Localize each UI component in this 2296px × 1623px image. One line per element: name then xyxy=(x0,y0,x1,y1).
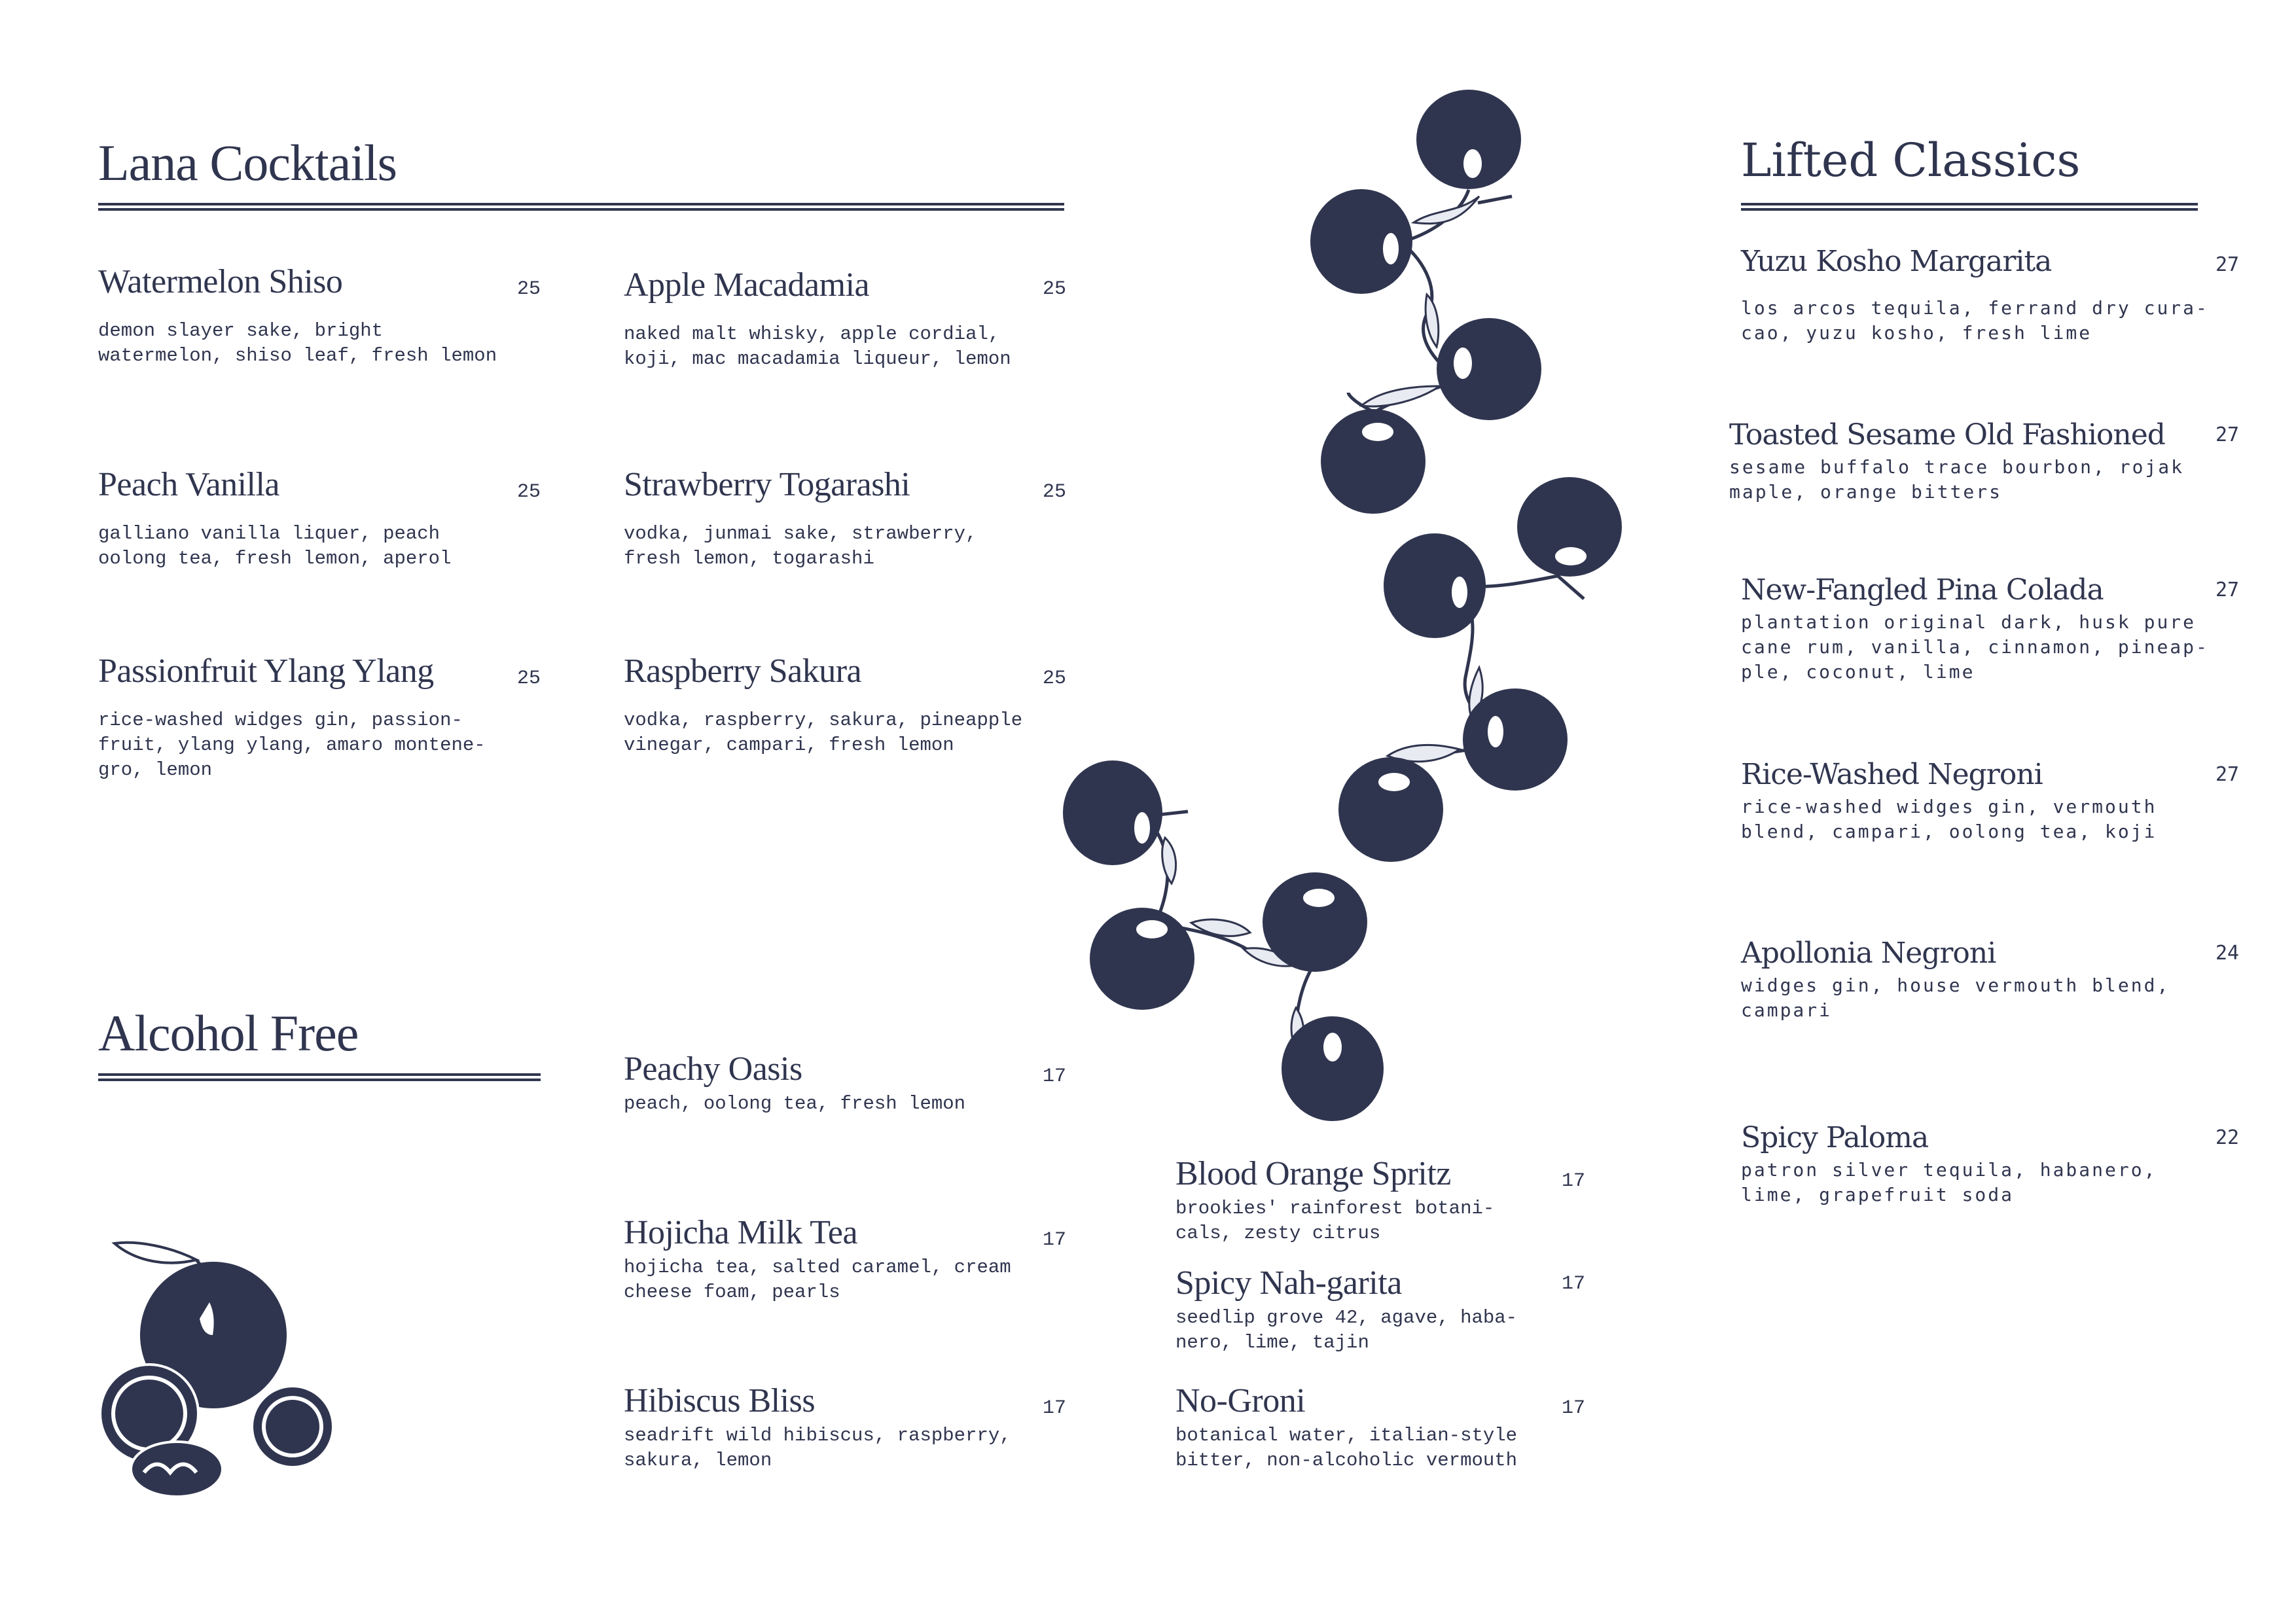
menu-item: Yuzu Kosho Margarita los arcos tequila, f… xyxy=(1741,247,2209,346)
menu-item-name: Peachy Oasis xyxy=(624,1050,802,1088)
menu-item-price: 25 xyxy=(517,668,541,690)
menu-item-name: Yuzu Kosho Margarita xyxy=(1741,245,2052,278)
menu-item-price: 22 xyxy=(2215,1126,2240,1149)
menu-item-price: 17 xyxy=(1562,1273,1586,1295)
menu-item: Spicy Paloma patron silver tequila, haban… xyxy=(1741,1124,2157,1207)
menu-item-description: seedlip grove 42, agave, haba- nero, lim… xyxy=(1175,1307,1518,1353)
menu-item-price: 27 xyxy=(2215,253,2240,276)
menu-item: Peach Vanilla galliano vanilla liquer, pe… xyxy=(98,468,452,571)
orange-slice-icon xyxy=(99,1363,334,1498)
plum-highlight-icon xyxy=(1134,149,1587,1061)
menu-item: No-Groni botanical water, italian-style b… xyxy=(1175,1384,1517,1473)
menu-item-description: botanical water, italian-style bitter, n… xyxy=(1175,1425,1518,1471)
menu-item-description: demon slayer sake, bright watermelon, sh… xyxy=(98,320,497,366)
menu-item-price: 27 xyxy=(2215,763,2240,786)
menu-item-name: New-Fangled Pina Colada xyxy=(1741,573,2104,607)
menu-item: Apollonia Negroni widges gin, house vermo… xyxy=(1741,939,2170,1023)
menu-item-description: los arcos tequila, ferrand dry cura- cao… xyxy=(1741,297,2209,344)
menu-item-description: hojicha tea, salted caramel, cream chees… xyxy=(624,1257,1011,1303)
menu-item-price: 25 xyxy=(1043,278,1067,300)
menu-item-description: vodka, raspberry, sakura, pineapple vine… xyxy=(624,709,1023,756)
menu-item-name: Passionfruit Ylang Ylang xyxy=(98,652,434,690)
menu-item-price: 17 xyxy=(1043,1065,1067,1088)
section-title-lana-cocktails: Lana Cocktails xyxy=(98,134,397,191)
menu-item: Rice-Washed Negroni rice-washed widges gi… xyxy=(1741,760,2157,844)
menu-item: Toasted Sesame Old Fashioned sesame buffa… xyxy=(1729,421,2184,505)
menu-item-price: 25 xyxy=(517,481,541,503)
menu-item: Blood Orange Spritz brookies' rainforest … xyxy=(1175,1157,1494,1246)
menu-item-name: Apollonia Negroni xyxy=(1741,936,1996,970)
menu-item-price: 17 xyxy=(1562,1170,1586,1192)
menu-item-name: Apple Macadamia xyxy=(624,266,870,304)
menu-item: Peachy Oasis peach, oolong tea, fresh lem… xyxy=(624,1052,965,1116)
title-divider xyxy=(98,1073,541,1081)
menu-item-name: Watermelon Shiso xyxy=(98,263,343,300)
section-title-alcohol-free: Alcohol Free xyxy=(98,1005,359,1061)
menu-item-name: Peach Vanilla xyxy=(98,466,280,503)
menu-item: Strawberry Togarashi vodka, junmai sake, … xyxy=(624,468,977,571)
menu-item-description: patron silver tequila, habanero, lime, g… xyxy=(1741,1159,2157,1205)
menu-item-price: 17 xyxy=(1562,1397,1586,1419)
menu-item-name: Spicy Nah-garita xyxy=(1175,1264,1402,1302)
section-title-lifted-classics: Lifted Classics xyxy=(1741,134,2081,187)
menu-item: Passionfruit Ylang Ylang rice-washed widg… xyxy=(98,654,486,783)
menu-item-name: Hibiscus Bliss xyxy=(624,1382,816,1419)
menu-item-price: 27 xyxy=(2215,423,2240,446)
menu-item-name: Strawberry Togarashi xyxy=(624,466,910,503)
menu-item: Hojicha Milk Tea hojicha tea, salted cara… xyxy=(624,1216,1011,1305)
menu-item-name: Rice-Washed Negroni xyxy=(1741,758,2043,791)
menu-item-description: widges gin, house vermouth blend, campar… xyxy=(1741,974,2170,1021)
menu-item-description: vodka, junmai sake, strawberry, fresh le… xyxy=(624,523,977,569)
menu-item-price: 27 xyxy=(2215,579,2240,601)
menu-item-description: peach, oolong tea, fresh lemon xyxy=(624,1093,966,1115)
menu-item-description: plantation original dark, husk pure cane… xyxy=(1741,611,2209,683)
menu-item-name: No-Groni xyxy=(1175,1382,1306,1419)
menu-item-description: brookies' rainforest botani- cals, zesty… xyxy=(1175,1198,1495,1244)
menu-item: Watermelon Shiso demon slayer sake, brigh… xyxy=(98,265,497,368)
menu-item: New-Fangled Pina Colada plantation origin… xyxy=(1741,576,2209,685)
menu-item: Apple Macadamia naked malt whisky, apple … xyxy=(624,268,1011,372)
menu-item: Spicy Nah-garita seedlip grove 42, agave,… xyxy=(1175,1266,1517,1355)
menu-item-description: rice-washed widges gin, passion- fruit, … xyxy=(98,709,486,781)
menu-item-price: 24 xyxy=(2215,942,2240,965)
menu-item-description: sesame buffalo trace bourbon, rojak mapl… xyxy=(1729,456,2185,503)
citrus-leaf-icon xyxy=(111,1241,200,1264)
menu-item-price: 25 xyxy=(517,278,541,300)
plum-icon xyxy=(1063,90,1622,1121)
title-divider xyxy=(98,203,1064,211)
menu-item-description: seadrift wild hibiscus, raspberry, sakur… xyxy=(624,1425,1011,1471)
menu-item-price: 17 xyxy=(1043,1229,1067,1251)
menu-item: Hibiscus Bliss seadrift wild hibiscus, ra… xyxy=(624,1384,1011,1473)
menu-item-name: Raspberry Sakura xyxy=(624,652,862,690)
menu-item-description: rice-washed widges gin, vermouth blend, … xyxy=(1741,796,2157,842)
menu-item-name: Blood Orange Spritz xyxy=(1175,1155,1451,1192)
menu-item-name: Hojicha Milk Tea xyxy=(624,1214,858,1251)
menu-item-price: 25 xyxy=(1043,668,1067,690)
menu-item-name: Spicy Paloma xyxy=(1741,1121,1929,1154)
title-divider xyxy=(1741,203,2198,211)
menu-item-description: naked malt whisky, apple cordial, koji, … xyxy=(624,323,1011,370)
menu-item-price: 17 xyxy=(1043,1397,1067,1419)
menu-item-description: galliano vanilla liquer, peach oolong te… xyxy=(98,523,452,569)
menu-item-name: Toasted Sesame Old Fashioned xyxy=(1729,418,2166,452)
menu-item: Raspberry Sakura vodka, raspberry, sakura… xyxy=(624,654,1022,758)
menu-item-price: 25 xyxy=(1043,481,1067,503)
